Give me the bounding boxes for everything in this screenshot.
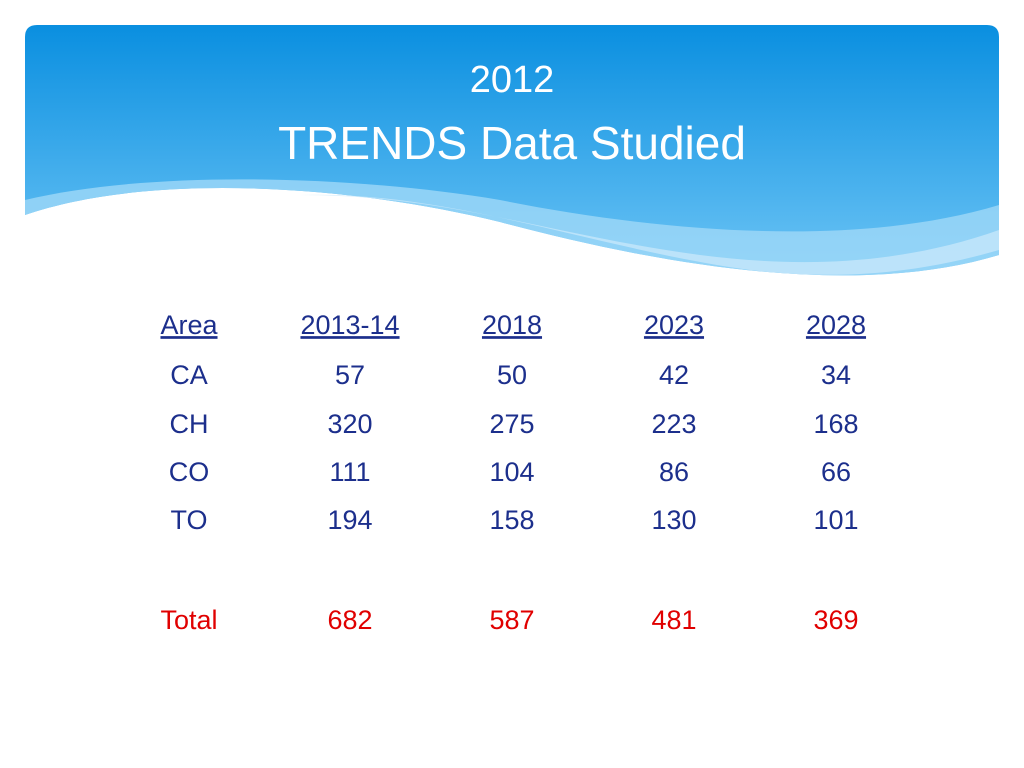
- cell: 101: [813, 505, 858, 535]
- cell: 50: [497, 360, 527, 390]
- cell: 42: [659, 360, 689, 390]
- cell: 86: [659, 457, 689, 487]
- column-header: 2028: [806, 310, 866, 340]
- cell: 194: [327, 505, 372, 535]
- cell: 66: [821, 457, 851, 487]
- total-cell: 369: [813, 605, 858, 635]
- cell: 158: [489, 505, 534, 535]
- banner: [25, 25, 999, 276]
- total-cell: 682: [327, 605, 372, 635]
- column-header: 2018: [482, 310, 542, 340]
- row-label: CA: [170, 360, 208, 390]
- row-label: CO: [169, 457, 210, 487]
- cell: 104: [489, 457, 534, 487]
- cell: 57: [335, 360, 365, 390]
- banner-wave: [25, 179, 999, 276]
- row-label: TO: [170, 505, 207, 535]
- cell: 275: [489, 409, 534, 439]
- table: Area 2013-14 2018 2023 2028 CA 57 50 42 34 CH 320 27…: [160, 310, 866, 635]
- cell: 320: [327, 409, 372, 439]
- cell: 223: [651, 409, 696, 439]
- title-year: 2012: [470, 59, 555, 101]
- column-header: Area: [160, 310, 218, 340]
- cell: 168: [813, 409, 858, 439]
- total-label: Total: [160, 605, 217, 635]
- total-cell: 587: [489, 605, 534, 635]
- row-label: CH: [170, 409, 209, 439]
- column-header: 2013-14: [300, 310, 399, 340]
- total-cell: 481: [651, 605, 696, 635]
- column-header: 2023: [644, 310, 704, 340]
- cell: 111: [329, 457, 370, 487]
- cell: 130: [651, 505, 696, 535]
- title: TRENDS Data Studied: [278, 117, 746, 169]
- cell: 34: [821, 360, 851, 390]
